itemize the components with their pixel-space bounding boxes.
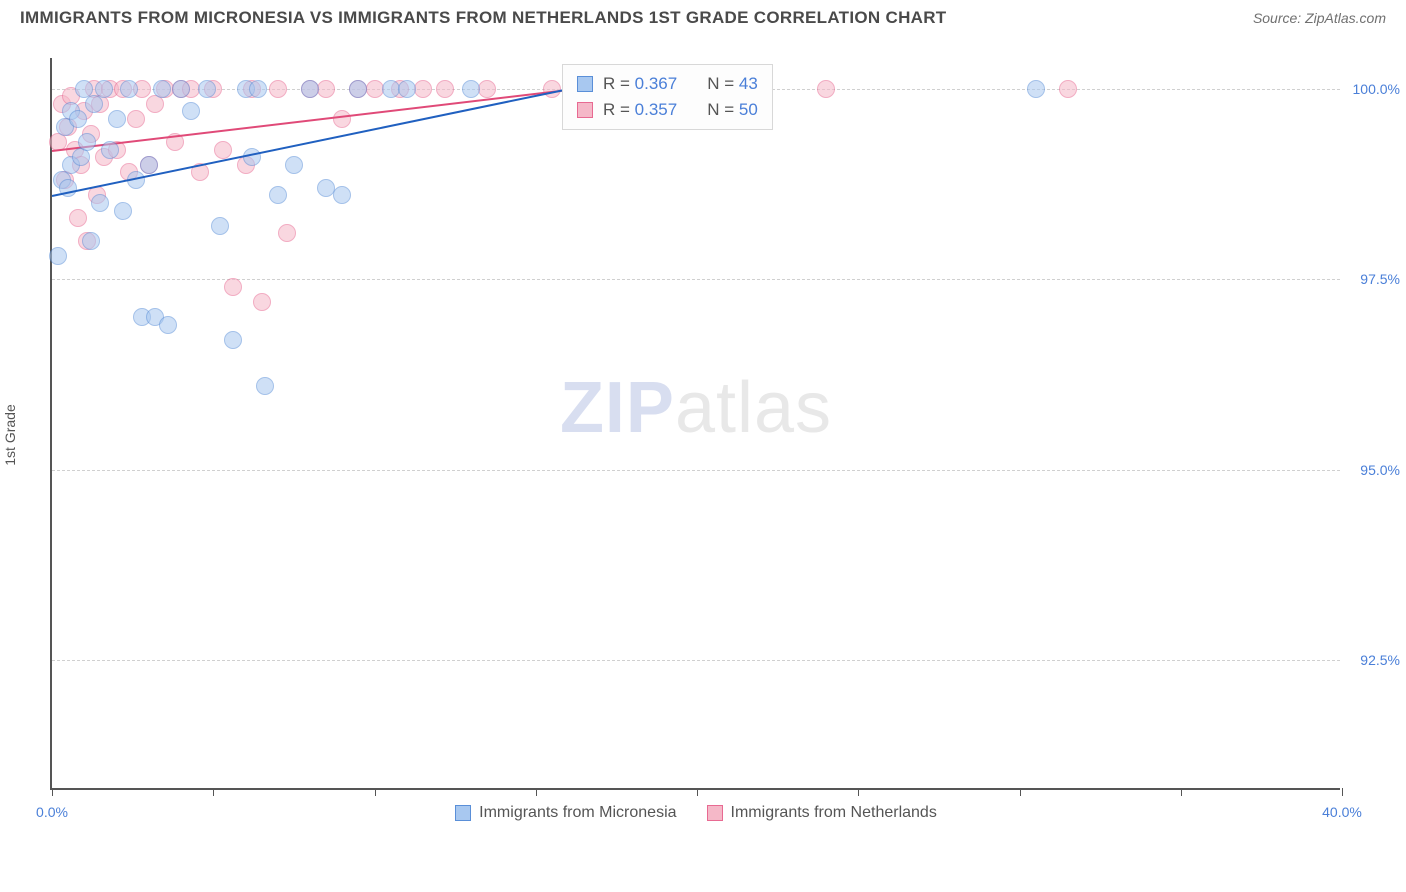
x-tick bbox=[1020, 788, 1021, 796]
scatter-point bbox=[172, 80, 190, 98]
scatter-point bbox=[462, 80, 480, 98]
scatter-point bbox=[333, 110, 351, 128]
scatter-point bbox=[817, 80, 835, 98]
n-label: N = 43 bbox=[707, 74, 758, 94]
scatter-point bbox=[78, 133, 96, 151]
scatter-point bbox=[82, 232, 100, 250]
watermark: ZIPatlas bbox=[560, 367, 832, 449]
source-attribution: Source: ZipAtlas.com bbox=[1253, 10, 1386, 26]
scatter-point bbox=[317, 80, 335, 98]
chart-container: 1st Grade ZIPatlas 92.5%95.0%97.5%100.0%… bbox=[50, 40, 1390, 830]
x-tick bbox=[1342, 788, 1343, 796]
stats-row: R = 0.357 N = 50 bbox=[577, 97, 758, 123]
chart-title: IMMIGRANTS FROM MICRONESIA VS IMMIGRANTS… bbox=[20, 8, 946, 28]
legend-swatch bbox=[577, 76, 593, 92]
scatter-point bbox=[182, 102, 200, 120]
legend-swatch bbox=[455, 805, 471, 821]
legend-item: Immigrants from Netherlands bbox=[707, 804, 937, 822]
scatter-point bbox=[69, 209, 87, 227]
scatter-point bbox=[85, 95, 103, 113]
y-axis-label: 1st Grade bbox=[2, 404, 18, 465]
scatter-point bbox=[253, 293, 271, 311]
scatter-point bbox=[1059, 80, 1077, 98]
regression-line bbox=[52, 89, 568, 198]
scatter-point bbox=[114, 202, 132, 220]
scatter-point bbox=[249, 80, 267, 98]
scatter-point bbox=[349, 80, 367, 98]
x-tick bbox=[213, 788, 214, 796]
legend-swatch bbox=[577, 102, 593, 118]
scatter-point bbox=[101, 141, 119, 159]
legend-label: Immigrants from Netherlands bbox=[731, 804, 937, 822]
y-tick-label: 95.0% bbox=[1360, 462, 1400, 478]
gridline bbox=[52, 470, 1340, 471]
scatter-point bbox=[49, 247, 67, 265]
scatter-point bbox=[120, 80, 138, 98]
scatter-point bbox=[301, 80, 319, 98]
x-tick bbox=[536, 788, 537, 796]
r-label: R = 0.367 bbox=[603, 74, 677, 94]
scatter-point bbox=[285, 156, 303, 174]
scatter-point bbox=[243, 148, 261, 166]
scatter-point bbox=[278, 224, 296, 242]
scatter-point bbox=[211, 217, 229, 235]
y-tick-label: 92.5% bbox=[1360, 652, 1400, 668]
scatter-point bbox=[214, 141, 232, 159]
legend: Immigrants from Micronesia Immigrants fro… bbox=[52, 804, 1340, 822]
n-label: N = 50 bbox=[707, 100, 758, 120]
scatter-point bbox=[108, 110, 126, 128]
x-tick bbox=[858, 788, 859, 796]
scatter-point bbox=[159, 316, 177, 334]
x-tick bbox=[697, 788, 698, 796]
stats-row: R = 0.367 N = 43 bbox=[577, 71, 758, 97]
legend-swatch bbox=[707, 805, 723, 821]
scatter-point bbox=[478, 80, 496, 98]
plot-area: ZIPatlas 92.5%95.0%97.5%100.0%0.0%40.0%R… bbox=[50, 58, 1340, 790]
scatter-point bbox=[91, 194, 109, 212]
legend-label: Immigrants from Micronesia bbox=[479, 804, 676, 822]
scatter-point bbox=[127, 110, 145, 128]
y-tick-label: 97.5% bbox=[1360, 271, 1400, 287]
y-tick-label: 100.0% bbox=[1353, 81, 1400, 97]
x-tick bbox=[52, 788, 53, 796]
scatter-point bbox=[436, 80, 454, 98]
watermark-bold: ZIP bbox=[560, 368, 675, 448]
scatter-point bbox=[224, 331, 242, 349]
scatter-point bbox=[256, 377, 274, 395]
gridline bbox=[52, 660, 1340, 661]
watermark-light: atlas bbox=[675, 368, 832, 448]
scatter-point bbox=[269, 186, 287, 204]
scatter-point bbox=[224, 278, 242, 296]
scatter-point bbox=[333, 186, 351, 204]
scatter-point bbox=[69, 110, 87, 128]
x-tick bbox=[1181, 788, 1182, 796]
scatter-point bbox=[198, 80, 216, 98]
gridline bbox=[52, 279, 1340, 280]
scatter-point bbox=[140, 156, 158, 174]
scatter-point bbox=[414, 80, 432, 98]
x-tick bbox=[375, 788, 376, 796]
stats-box: R = 0.367 N = 43 R = 0.357 N = 50 bbox=[562, 64, 773, 130]
scatter-point bbox=[153, 80, 171, 98]
scatter-point bbox=[398, 80, 416, 98]
r-label: R = 0.357 bbox=[603, 100, 677, 120]
scatter-point bbox=[95, 80, 113, 98]
scatter-point bbox=[1027, 80, 1045, 98]
scatter-point bbox=[269, 80, 287, 98]
legend-item: Immigrants from Micronesia bbox=[455, 804, 676, 822]
